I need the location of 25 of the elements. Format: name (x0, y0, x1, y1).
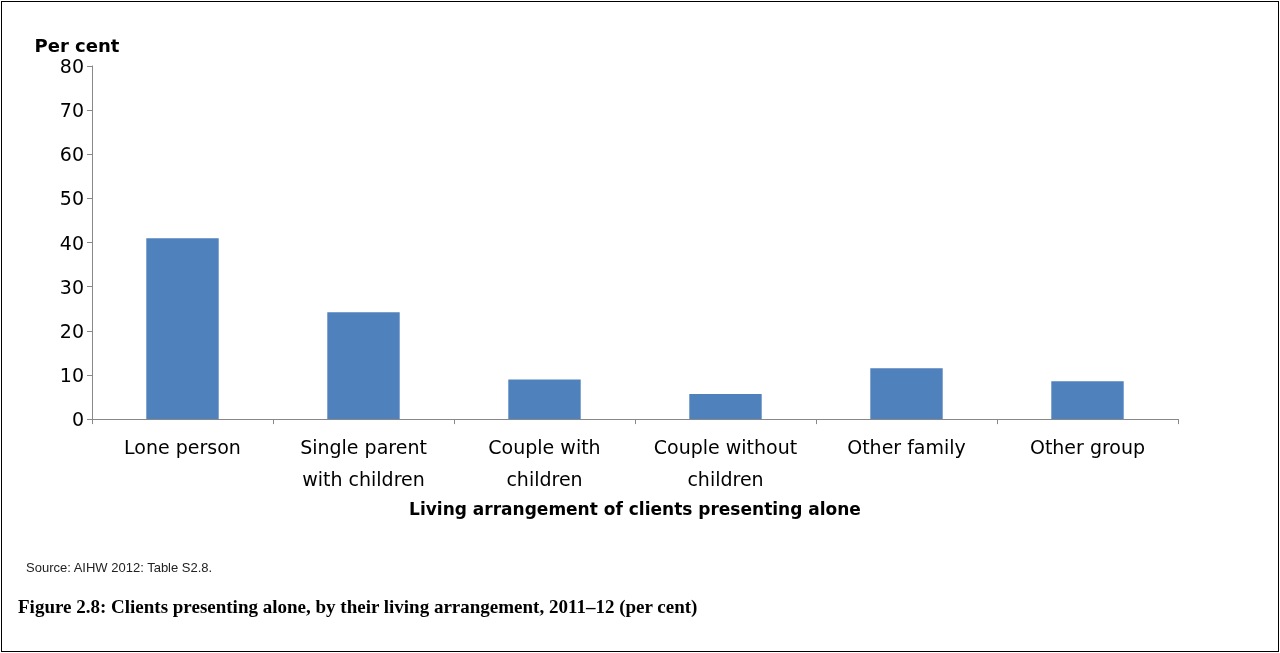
y-axis-title: Per cent (34, 34, 120, 56)
bar (870, 368, 943, 420)
bar (146, 238, 219, 420)
x-tick-label: Other group (1029, 436, 1146, 459)
bar (689, 393, 762, 420)
y-tick-label: 50 (59, 187, 84, 210)
bar (327, 312, 400, 420)
y-tick-label: 80 (59, 55, 84, 77)
y-tick-label: 40 (59, 231, 84, 254)
x-tick-label: Other family (847, 436, 966, 459)
x-axis-title: Living arrangement of clients presenting alone (409, 498, 861, 519)
y-tick-label: 60 (59, 143, 84, 166)
bar (508, 379, 581, 420)
source-note: Source: AIHW 2012: Table S2.8. (26, 560, 213, 575)
y-tick-label: 20 (59, 319, 84, 342)
text: Figure 2.8: Clients presenting alone, by their living arrangement, 2011–12 (per cent) (18, 596, 698, 618)
x-tick-label: Single parent with children (300, 436, 427, 491)
y-tick-label: 0 (71, 408, 84, 431)
y-tick-label: 70 (59, 99, 84, 122)
y-tick-label: 30 (59, 275, 84, 298)
x-tick-label: Couple without children (653, 436, 798, 491)
x-tick-label: Lone person (124, 436, 241, 459)
x-tick-label: Couple with children (488, 436, 601, 491)
bar (1051, 381, 1124, 420)
y-tick-label: 10 (59, 363, 84, 386)
